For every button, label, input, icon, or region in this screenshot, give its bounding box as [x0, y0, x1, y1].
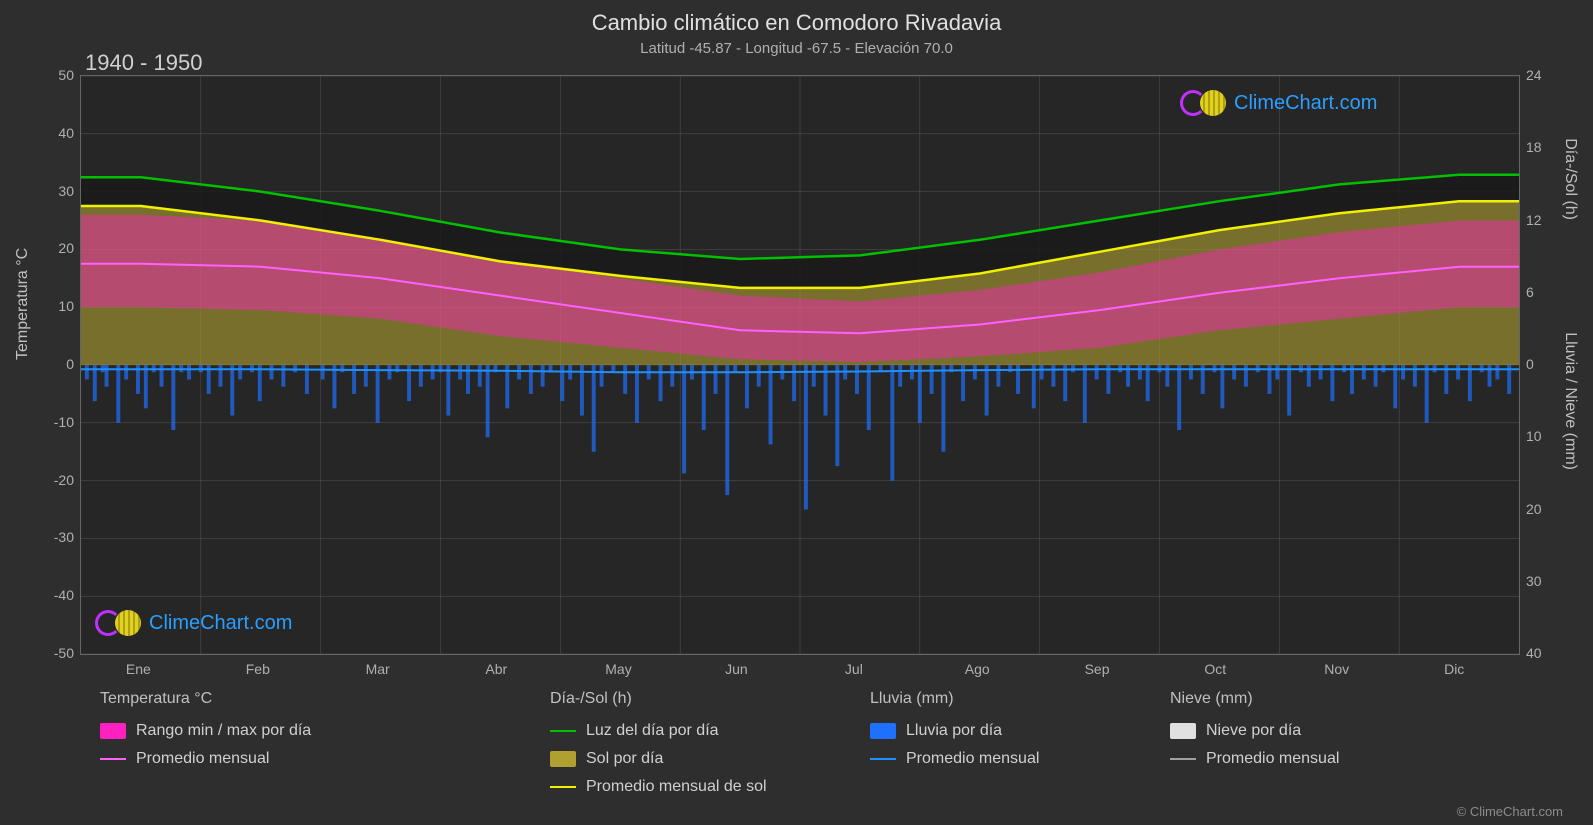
legend-swatch — [550, 786, 576, 788]
legend-label: Promedio mensual — [906, 750, 1039, 768]
y-tick-left: -20 — [54, 472, 74, 488]
y-tick-left: 40 — [58, 125, 74, 141]
legend-label: Lluvia por día — [906, 722, 1002, 740]
y-tick-right-hours: 24 — [1526, 67, 1542, 83]
legend-swatch — [550, 751, 576, 767]
x-tick-month: Ago — [965, 661, 990, 677]
copyright: © ClimeChart.com — [1457, 804, 1563, 819]
legend-swatch — [550, 730, 576, 732]
y-tick-left: 30 — [58, 183, 74, 199]
legend-swatch — [100, 758, 126, 760]
legend-swatch — [870, 723, 896, 739]
x-tick-month: Dic — [1444, 661, 1464, 677]
chart-container: Cambio climático en Comodoro Rivadavia L… — [0, 0, 1593, 825]
logo-sun-icon — [115, 610, 141, 636]
legend-item: Nieve por día — [1170, 722, 1339, 740]
legend-label: Rango min / max por día — [136, 722, 311, 740]
legend-label: Promedio mensual de sol — [586, 778, 767, 796]
brand-text: ClimeChart.com — [149, 612, 292, 635]
y-tick-left: 20 — [58, 240, 74, 256]
legend-group: Temperatura °C Rango min / max por día Pro… — [100, 690, 311, 768]
y-tick-left: 50 — [58, 67, 74, 83]
y-tick-left: -10 — [54, 414, 74, 430]
x-tick-month: Nov — [1324, 661, 1349, 677]
legend-label: Luz del día por día — [586, 722, 719, 740]
legend-group: Nieve (mm) Nieve por día Promedio mensual — [1170, 690, 1339, 768]
y-tick-right-mm: 30 — [1526, 573, 1542, 589]
x-tick-month: May — [605, 661, 631, 677]
x-tick-month: Mar — [366, 661, 390, 677]
legend-item: Lluvia por día — [870, 722, 1039, 740]
y-tick-right-hours: 12 — [1526, 212, 1542, 228]
brand-watermark: ClimeChart.com — [95, 610, 292, 636]
x-tick-month: Abr — [485, 661, 507, 677]
legend-swatch — [100, 723, 126, 739]
x-tick-month: Sep — [1085, 661, 1110, 677]
legend-label: Promedio mensual — [136, 750, 269, 768]
y-tick-left: -50 — [54, 645, 74, 661]
legend-header: Temperatura °C — [100, 690, 311, 708]
x-tick-month: Ene — [126, 661, 151, 677]
legend-item: Rango min / max por día — [100, 722, 311, 740]
y-tick-right-hours: 6 — [1526, 284, 1534, 300]
legend-swatch — [870, 758, 896, 760]
plot-area — [80, 75, 1520, 655]
x-tick-month: Feb — [246, 661, 270, 677]
legend-header: Lluvia (mm) — [870, 690, 1039, 708]
logo-sun-icon — [1200, 90, 1226, 116]
legend-item: Luz del día por día — [550, 722, 767, 740]
legend-item: Promedio mensual — [1170, 750, 1339, 768]
x-tick-month: Oct — [1204, 661, 1226, 677]
y-tick-right-mm: 40 — [1526, 645, 1542, 661]
y-tick-right-mm: 20 — [1526, 501, 1542, 517]
legend-item: Promedio mensual — [870, 750, 1039, 768]
decade-label: 1940 - 1950 — [85, 50, 202, 76]
brand-text: ClimeChart.com — [1234, 92, 1377, 115]
y-tick-right-mm: 10 — [1526, 428, 1542, 444]
legend-label: Sol por día — [586, 750, 663, 768]
legend-item: Sol por día — [550, 750, 767, 768]
y-tick-right-hours: 18 — [1526, 139, 1542, 155]
y-axis-left-label: Temperatura °C — [14, 248, 32, 360]
y-tick-left: 10 — [58, 298, 74, 314]
x-tick-month: Jun — [725, 661, 748, 677]
y-axis-right-label-top: Día-/Sol (h) — [1561, 138, 1579, 220]
chart-subtitle: Latitud -45.87 - Longitud -67.5 - Elevac… — [0, 40, 1593, 57]
x-tick-month: Jul — [845, 661, 863, 677]
legend: Temperatura °C Rango min / max por día Pro… — [100, 690, 1520, 820]
legend-header: Día-/Sol (h) — [550, 690, 767, 708]
legend-item: Promedio mensual — [100, 750, 311, 768]
chart-title: Cambio climático en Comodoro Rivadavia — [0, 10, 1593, 36]
legend-group: Lluvia (mm) Lluvia por día Promedio mensua… — [870, 690, 1039, 768]
legend-swatch — [1170, 758, 1196, 760]
y-tick-right-hours: 0 — [1526, 356, 1534, 372]
legend-swatch — [1170, 723, 1196, 739]
legend-item: Promedio mensual de sol — [550, 778, 767, 796]
y-tick-left: -40 — [54, 587, 74, 603]
legend-label: Nieve por día — [1206, 722, 1301, 740]
legend-header: Nieve (mm) — [1170, 690, 1339, 708]
chart-svg — [81, 76, 1519, 654]
legend-group: Día-/Sol (h) Luz del día por día Sol por d… — [550, 690, 767, 796]
y-tick-left: -30 — [54, 529, 74, 545]
y-axis-right-label-bottom: Lluvia / Nieve (mm) — [1561, 332, 1579, 470]
brand-watermark: ClimeChart.com — [1180, 90, 1377, 116]
legend-label: Promedio mensual — [1206, 750, 1339, 768]
y-tick-left: 0 — [66, 356, 74, 372]
